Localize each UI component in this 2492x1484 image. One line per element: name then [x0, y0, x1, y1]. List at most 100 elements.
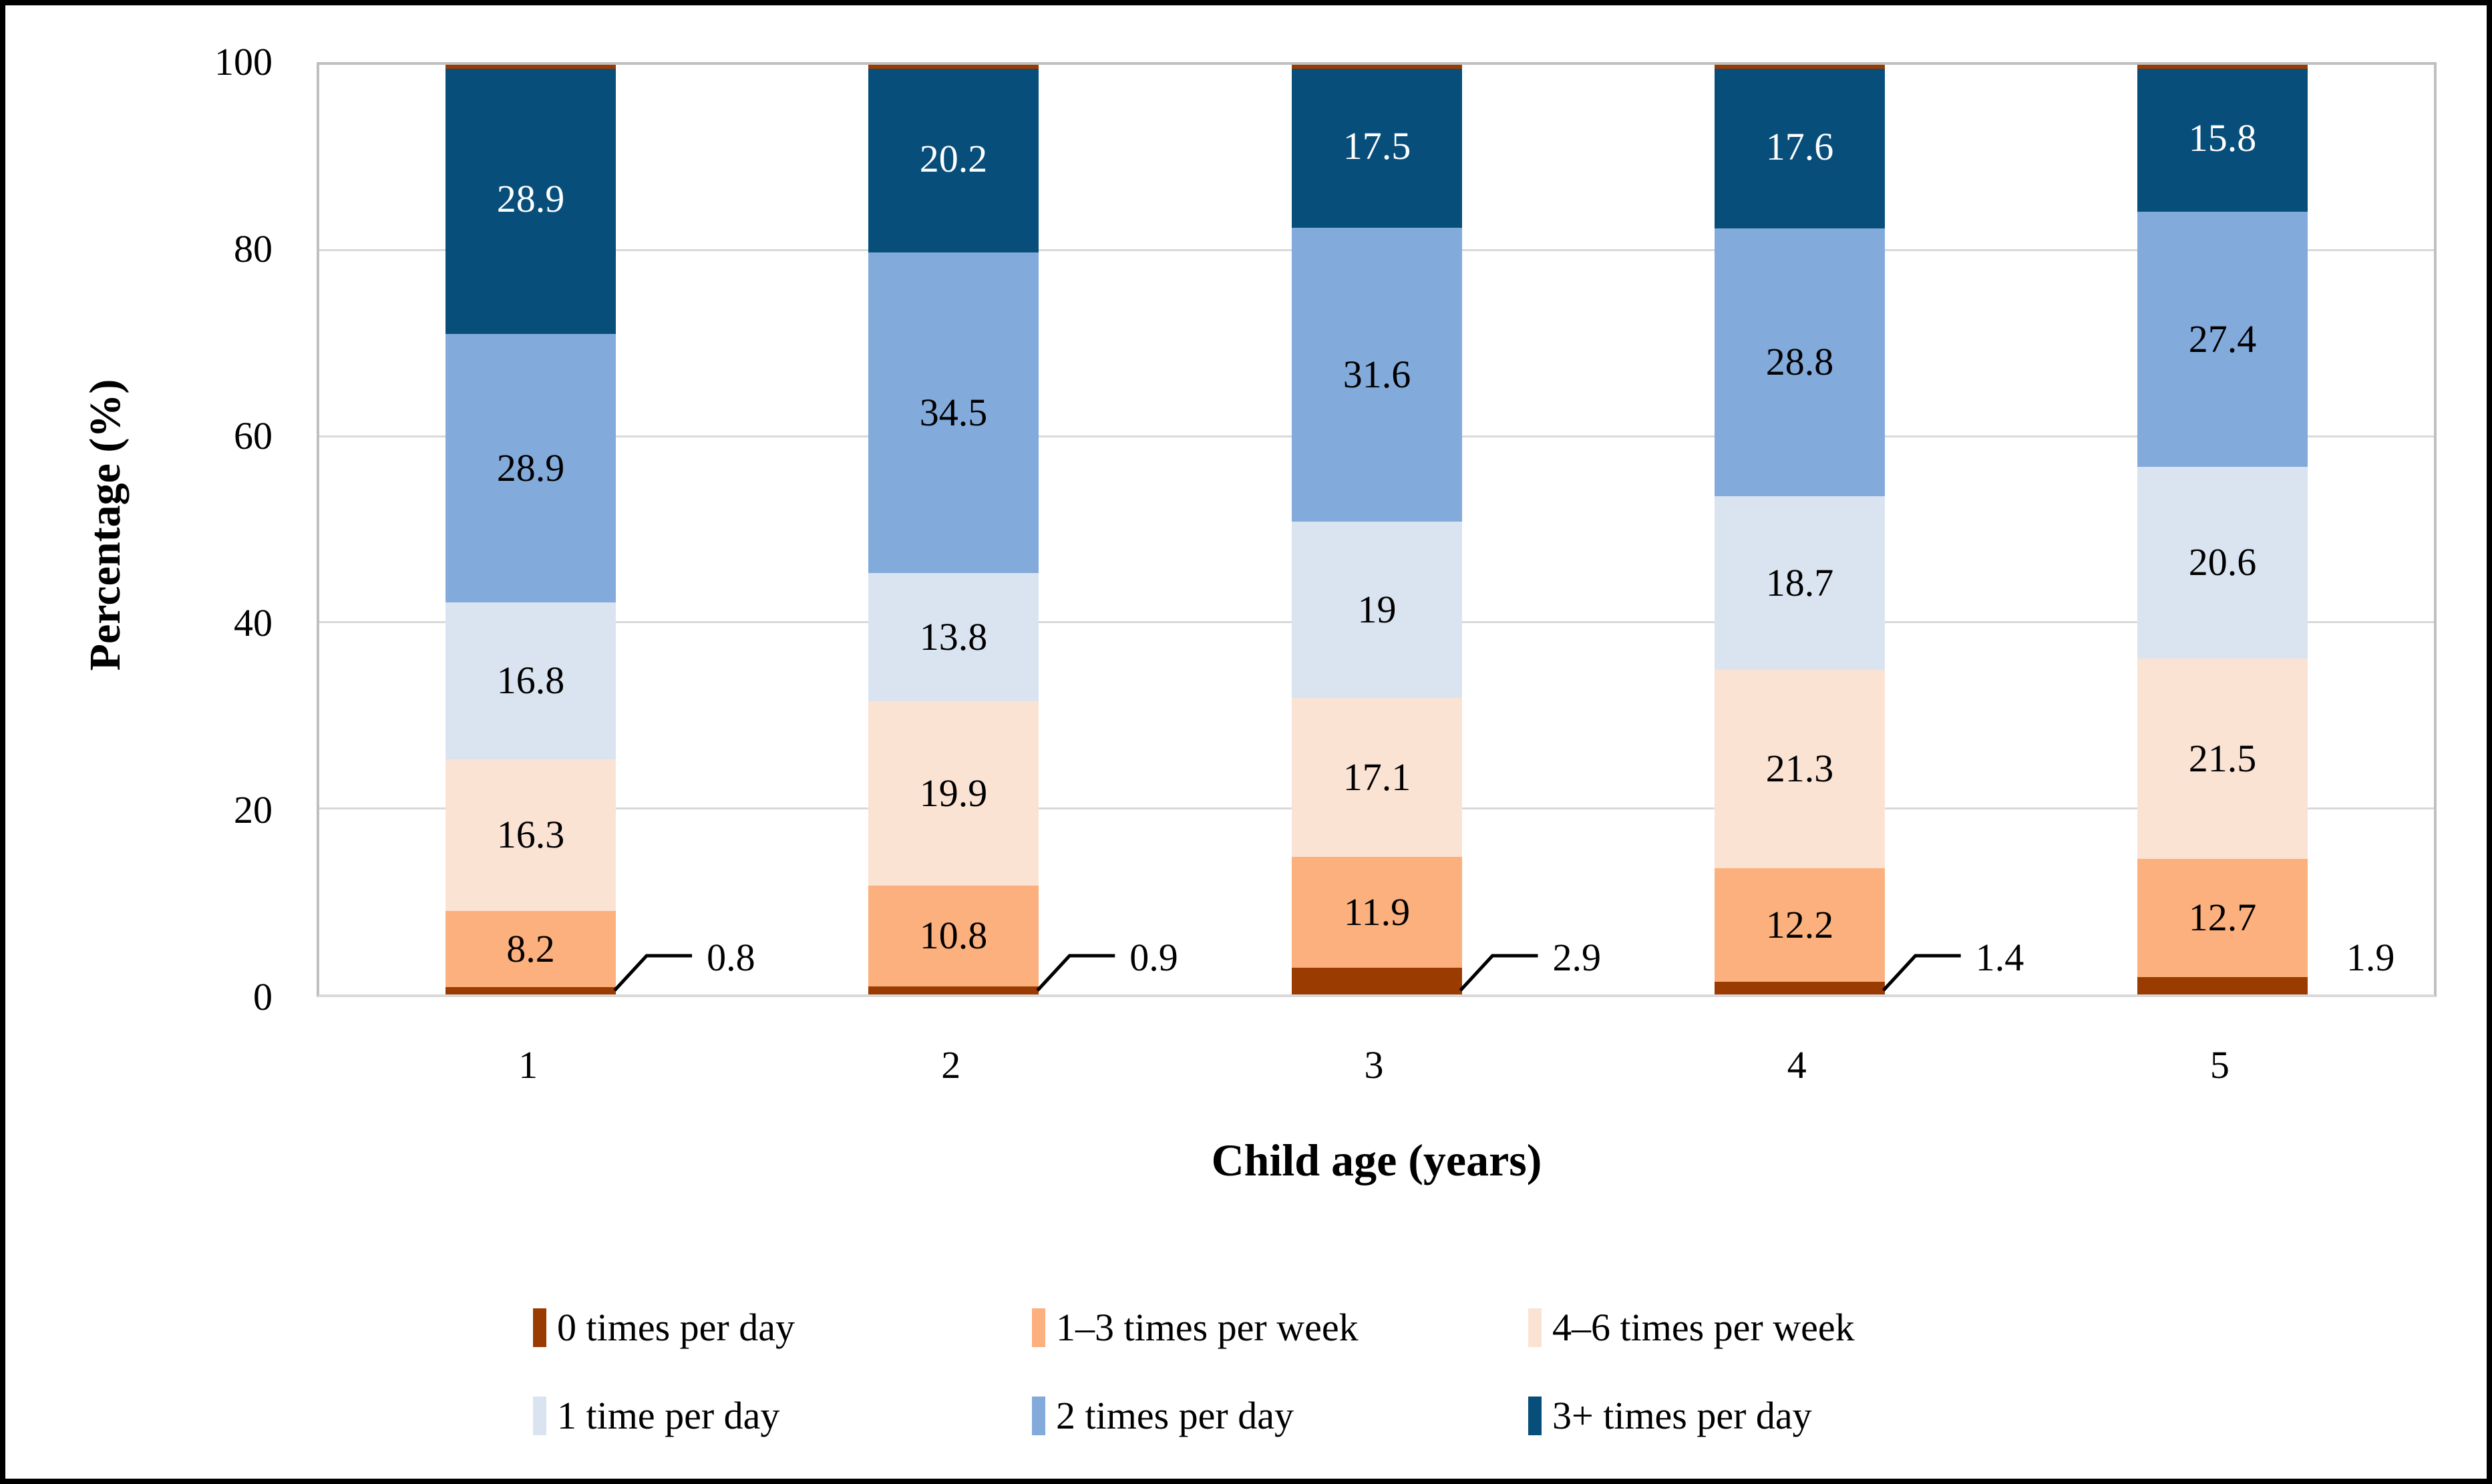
bar-segment-0-times-per-day [2137, 976, 2308, 994]
bar-value-label: 15.8 [2188, 116, 2257, 160]
bar-segment-0-times-per-day [1715, 981, 1885, 994]
bar-top-cap [1292, 65, 1462, 69]
legend-swatch [1528, 1397, 1542, 1435]
bar-segment-1-time-per-day: 19 [1292, 521, 1462, 698]
bar-segment-1-3-times-per-week: 12.2 [1715, 868, 1885, 982]
bar-segment-0-times-per-day [868, 986, 1039, 994]
legend-item-1-3-times-per-week: 1–3 times per week [1032, 1308, 1359, 1348]
x-tick-label-2: 2 [941, 1043, 961, 1087]
legend-label: 3+ times per day [1552, 1394, 1812, 1437]
callout-leader-line [1882, 954, 1961, 992]
bar-value-label: 10.8 [919, 914, 988, 958]
bar-value-label: 17.5 [1343, 124, 1411, 168]
legend-item-1-time-per-day: 1 time per day [533, 1396, 779, 1436]
y-axis-title: Percentage (%) [81, 379, 130, 671]
callout-label: 1.9 [2346, 936, 2395, 979]
bar-segment-1-3-times-per-week: 11.9 [1292, 857, 1462, 968]
bar-segment-1-3-times-per-week: 8.2 [446, 910, 616, 987]
x-tick-label-4: 4 [1787, 1043, 1807, 1087]
bar-segment-2-times-per-day: 27.4 [2137, 212, 2308, 467]
legend-item-3+-times-per-day: 3+ times per day [1528, 1396, 1812, 1436]
bar-age-5: 12.7 21.5 20.6 27.4 15.8 [2137, 65, 2308, 994]
bar-value-label: 18.7 [1765, 561, 1834, 605]
bar-value-label: 17.1 [1343, 755, 1411, 799]
bar-value-label: 34.5 [919, 390, 988, 434]
bar-segment-4-6-times-per-week: 17.1 [1292, 697, 1462, 857]
bar-value-label: 19 [1357, 587, 1397, 631]
legend-swatch [533, 1308, 546, 1347]
bar-age-3: 11.9 17.1 19 31.6 17.5 [1292, 65, 1462, 994]
bar-top-cap [2137, 65, 2308, 69]
bar-segment-3+-times-per-day: 17.5 [1292, 65, 1462, 228]
bar-value-label: 12.7 [2188, 896, 2257, 940]
bar-segment-4-6-times-per-week: 21.3 [1715, 670, 1885, 868]
bar-value-label: 13.8 [919, 614, 988, 659]
legend-item-4-6-times-per-week: 4–6 times per week [1528, 1308, 1855, 1348]
legend-label: 4–6 times per week [1552, 1306, 1855, 1349]
bar-value-label: 28.8 [1765, 340, 1834, 384]
bar-value-label: 27.4 [2188, 317, 2257, 361]
bar-value-label: 17.6 [1765, 124, 1834, 168]
bar-segment-4-6-times-per-week: 21.5 [2137, 659, 2308, 859]
callout-label: 2.9 [1553, 936, 1602, 979]
legend-item-2-times-per-day: 2 times per day [1032, 1396, 1294, 1436]
bar-segment-2-times-per-day: 31.6 [1292, 227, 1462, 522]
bar-segment-3+-times-per-day: 15.8 [2137, 65, 2308, 212]
callout-leader-line [1459, 954, 1538, 992]
callout-leader-line [1036, 954, 1115, 992]
x-tick-label-5: 5 [2209, 1043, 2230, 1087]
bar-value-label: 19.9 [919, 771, 988, 815]
y-tick-label-20: 20 [234, 788, 273, 831]
bar-segment-4-6-times-per-week: 19.9 [868, 701, 1039, 886]
y-tick-label-40: 40 [234, 601, 273, 644]
bar-segment-2-times-per-day: 34.5 [868, 252, 1039, 573]
callout-label: 0.8 [707, 936, 755, 979]
bar-age-2: 10.8 19.9 13.8 34.5 20.2 [868, 65, 1039, 994]
bar-segment-2-times-per-day: 28.9 [446, 333, 616, 603]
bar-segment-2-times-per-day: 28.8 [1715, 228, 1885, 496]
bar-segment-1-3-times-per-week: 12.7 [2137, 858, 2308, 977]
legend-swatch [1528, 1308, 1542, 1347]
legend-label: 1 time per day [557, 1394, 780, 1437]
bar-value-label: 28.9 [496, 177, 565, 221]
bar-top-cap [446, 65, 616, 69]
bar-segment-1-time-per-day: 13.8 [868, 572, 1039, 701]
bar-top-cap [868, 65, 1039, 69]
bar-value-label: 21.3 [1765, 747, 1834, 791]
callout-label: 1.4 [1976, 936, 2024, 979]
y-tick-label-80: 80 [234, 227, 273, 270]
bar-age-4: 12.2 21.3 18.7 28.8 17.6 [1715, 65, 1885, 994]
bar-value-label: 8.2 [506, 926, 555, 970]
callout-leader-line [613, 954, 693, 992]
bar-segment-3+-times-per-day: 28.9 [446, 65, 616, 334]
legend-swatch [533, 1397, 546, 1435]
legend-label: 2 times per day [1056, 1394, 1294, 1437]
bar-value-label: 12.2 [1765, 902, 1834, 946]
bar-value-label: 28.9 [496, 446, 565, 490]
y-tick-label-0: 0 [253, 975, 273, 1018]
bar-value-label: 31.6 [1343, 352, 1411, 396]
x-tick-label-1: 1 [518, 1043, 538, 1087]
bar-value-label: 16.3 [496, 813, 565, 857]
bar-value-label: 16.8 [496, 659, 565, 703]
callout-label: 0.9 [1129, 936, 1178, 979]
bar-segment-3+-times-per-day: 17.6 [1715, 65, 1885, 229]
x-tick-label-3: 3 [1364, 1043, 1384, 1087]
bar-segment-4-6-times-per-week: 16.3 [446, 759, 616, 911]
legend-swatch [1032, 1308, 1045, 1347]
bar-segment-1-3-times-per-week: 10.8 [868, 886, 1039, 986]
plot-area: 8.2 16.3 16.8 28.9 28.9 10.8 19.9 13.8 34.5 20.2 1… [317, 62, 2437, 997]
x-axis-title: Child age (years) [1211, 1135, 1542, 1185]
bar-value-label: 20.6 [2188, 540, 2257, 584]
bar-top-cap [1715, 65, 1885, 69]
bar-age-1: 8.2 16.3 16.8 28.9 28.9 [446, 65, 616, 994]
y-tick-label-60: 60 [234, 414, 273, 457]
bar-segment-0-times-per-day [1292, 967, 1462, 994]
legend-swatch [1032, 1397, 1045, 1435]
bar-value-label: 20.2 [919, 136, 988, 180]
bar-segment-1-time-per-day: 16.8 [446, 602, 616, 759]
bar-segment-0-times-per-day [446, 986, 616, 994]
legend-item-0-times-per-day: 0 times per day [533, 1308, 795, 1348]
legend-label: 0 times per day [557, 1306, 795, 1349]
